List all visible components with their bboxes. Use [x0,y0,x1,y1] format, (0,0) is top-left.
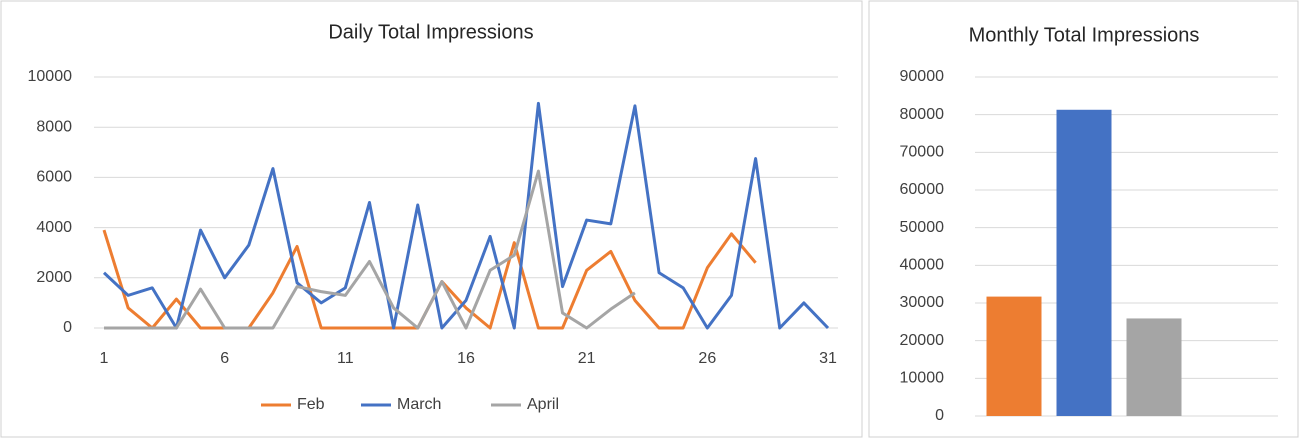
x-tick-label: 11 [337,350,354,367]
y-tick-label: 30000 [900,294,945,311]
line-series [104,169,636,330]
y-tick-label: 60000 [900,181,945,198]
y-tick-label: 80000 [900,106,945,123]
y-tick-label: 20000 [900,332,945,349]
y-tick-label: 4000 [36,219,72,236]
chart-title: Monthly Total Impressions [969,24,1200,46]
panel [0,0,863,438]
x-tick-label: 16 [457,350,475,367]
y-tick-label: 0 [935,407,944,424]
y-tick-label: 40000 [900,257,945,274]
y-tick-label: 6000 [36,169,72,186]
y-tick-label: 10000 [900,370,945,387]
bar [986,296,1042,416]
y-tick-label: 8000 [36,118,72,135]
y-tick-label: 70000 [900,144,945,161]
x-tick-label: 26 [698,350,716,367]
x-tick-label: 31 [819,350,837,367]
y-tick-label: 10000 [28,68,73,85]
legend-label: Feb [297,396,325,413]
x-tick-label: 1 [100,350,109,367]
bar [1056,109,1112,417]
x-tick-label: 21 [578,350,596,367]
legend-label: March [397,396,441,413]
legend-label: April [527,396,559,413]
chart-title: Daily Total Impressions [328,21,533,43]
bar [1126,318,1182,416]
x-tick-label: 6 [220,350,229,367]
y-tick-label: 90000 [900,68,945,85]
y-tick-label: 0 [63,319,72,336]
y-tick-label: 2000 [36,269,72,286]
y-tick-label: 50000 [900,219,945,236]
line-series [102,101,830,330]
